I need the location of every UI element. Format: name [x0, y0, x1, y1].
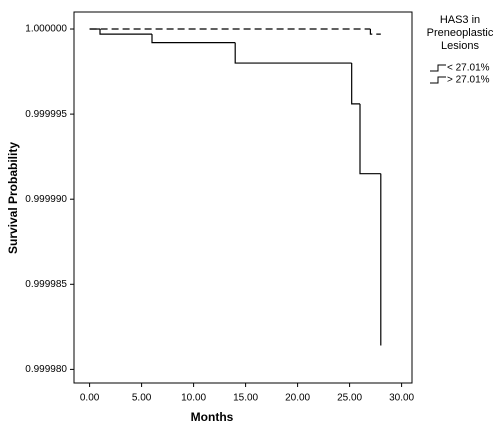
step-segment	[234, 42, 352, 64]
x-tick-label: 25.00	[337, 393, 362, 404]
plot-frame	[73, 11, 413, 384]
legend-label: < 27.01%	[447, 63, 490, 74]
y-tick-label: 0.999980	[25, 364, 67, 375]
x-tick-label: 10.00	[181, 393, 206, 404]
y-tick-label: 0.999985	[25, 279, 67, 290]
x-tick-label: 5.00	[132, 393, 152, 404]
x-tick-label: 0.00	[80, 393, 100, 404]
legend-label: > 27.01%	[447, 75, 490, 86]
y-tick-label: 0.999990	[25, 194, 67, 205]
x-axis-label: Months	[191, 410, 234, 424]
y-tick-label: 1.000000	[25, 24, 67, 35]
step-segment	[151, 34, 236, 44]
x-tick-label: 15.00	[233, 393, 258, 404]
legend-symbol	[430, 76, 446, 84]
legend-symbol	[430, 64, 446, 72]
step-segment	[369, 29, 381, 35]
y-tick-label: 0.999995	[25, 109, 67, 120]
step-segment	[359, 103, 381, 175]
step-segment	[351, 63, 360, 105]
x-tick-label: 20.00	[285, 393, 310, 404]
step-segment	[99, 29, 152, 35]
x-tick-label: 30.00	[389, 393, 414, 404]
y-axis-label: Survival Probability	[6, 142, 20, 254]
legend-title: HAS3 in Preneoplastic Lesions	[427, 14, 494, 52]
